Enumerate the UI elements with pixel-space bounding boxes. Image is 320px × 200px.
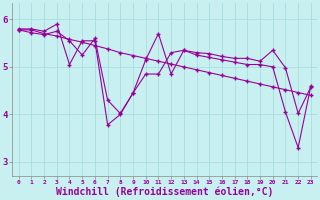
X-axis label: Windchill (Refroidissement éolien,°C): Windchill (Refroidissement éolien,°C) (56, 187, 274, 197)
